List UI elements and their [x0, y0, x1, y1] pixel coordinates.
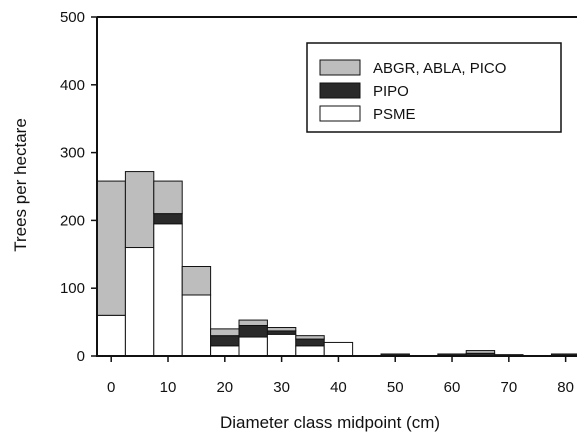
bar-psme-x25	[238, 336, 268, 357]
bar-pipo-x25	[238, 324, 268, 338]
x-tick-label: 0	[107, 379, 115, 396]
legend: ABGR, ABLA, PICO PIPO PSME	[306, 42, 562, 133]
bar-abgr-abla-pico-x65	[465, 350, 496, 354]
bar-pipo-x10	[153, 213, 183, 225]
x-tick-label: 70	[500, 379, 517, 396]
bar-psme-x5	[124, 247, 155, 357]
x-tick-label: 60	[444, 379, 461, 396]
legend-label: ABGR, ABLA, PICO	[373, 60, 506, 77]
x-tick-label: 50	[387, 379, 404, 396]
bar-abgr-abla-pico-x30	[266, 327, 297, 332]
bar-abgr-abla-pico-x5	[124, 171, 155, 249]
bar-psme-x40	[323, 341, 354, 357]
y-tick-label: 500	[60, 9, 85, 26]
bar-psme-x10	[153, 223, 183, 357]
bars-layer	[96, 171, 577, 357]
bar-abgr-abla-pico-x15	[181, 266, 212, 296]
x-tick-label: 20	[216, 379, 233, 396]
bar-pipo-x20	[210, 335, 240, 347]
x-tick-label: 30	[273, 379, 290, 396]
legend-swatch	[319, 82, 361, 99]
legend-label: PSME	[373, 106, 416, 123]
bar-pipo-x30	[266, 330, 297, 335]
bar-abgr-abla-pico-x0	[96, 180, 126, 316]
bar-abgr-abla-pico-x20	[210, 328, 240, 337]
legend-swatch	[319, 105, 361, 122]
y-tick-label: 300	[60, 145, 85, 162]
bar-psme-x20	[210, 345, 240, 357]
bar-psme-x15	[181, 294, 212, 357]
bar-abgr-abla-pico-x10	[153, 180, 183, 215]
bar-psme-x35	[295, 345, 325, 357]
x-tick-label: 10	[160, 379, 177, 396]
x-axis-title: Diameter class midpoint (cm)	[220, 413, 440, 432]
legend-swatch	[319, 59, 361, 76]
bar-abgr-abla-pico-x35	[295, 335, 325, 340]
bar-psme-x30	[266, 333, 297, 357]
y-tick-label: 400	[60, 77, 85, 94]
axes-layer: 0 100 200 300 400 500 0 10 20 30 40 50 60 70 80	[60, 9, 577, 396]
legend-label: PIPO	[373, 83, 409, 100]
y-tick-label: 0	[77, 348, 85, 365]
bar-abgr-abla-pico-x25	[238, 319, 268, 326]
x-tick-label: 40	[330, 379, 347, 396]
bar-pipo-x35	[295, 338, 325, 347]
y-tick-label: 100	[60, 280, 85, 297]
bar-psme-x0	[96, 314, 126, 357]
y-axis-title: Trees per hectare	[11, 118, 30, 252]
x-tick-label: 80	[557, 379, 574, 396]
y-tick-label: 200	[60, 212, 85, 229]
